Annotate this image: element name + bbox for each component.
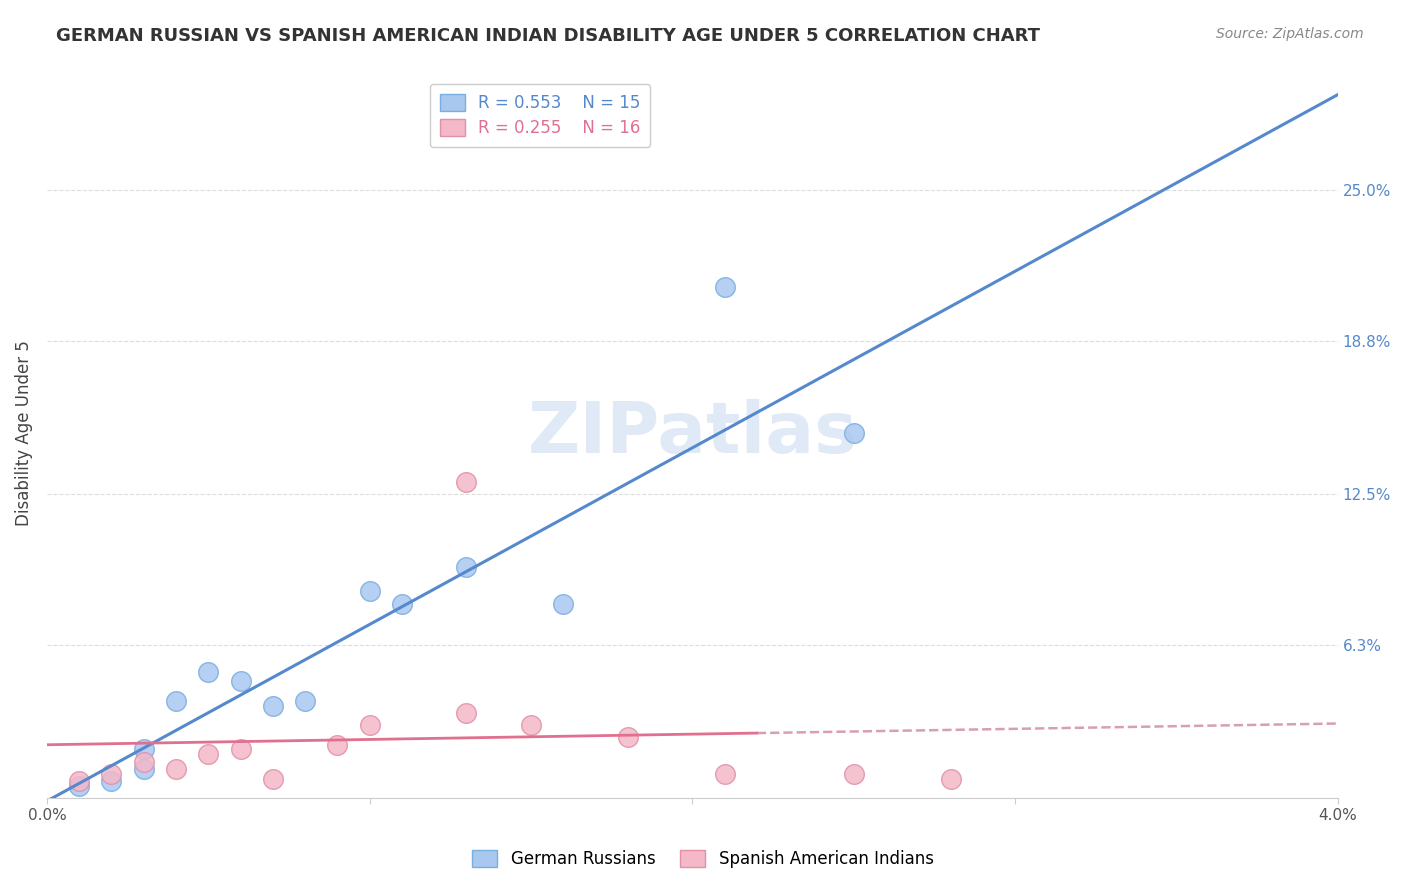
Point <box>100 766 122 780</box>
Point <box>456 706 478 720</box>
Point <box>197 665 219 679</box>
Legend: German Russians, Spanish American Indians: German Russians, Spanish American Indian… <box>465 843 941 875</box>
Point <box>165 762 187 776</box>
Point <box>456 560 478 574</box>
Point <box>553 597 575 611</box>
Text: ZIPatlas: ZIPatlas <box>527 399 858 467</box>
Point <box>294 694 316 708</box>
Point <box>520 718 543 732</box>
Point <box>713 280 735 294</box>
Point <box>842 766 865 780</box>
Point <box>67 779 90 793</box>
Point <box>229 742 252 756</box>
Point <box>197 747 219 762</box>
Point <box>456 475 478 489</box>
Point <box>132 742 155 756</box>
Point <box>165 694 187 708</box>
Text: Source: ZipAtlas.com: Source: ZipAtlas.com <box>1216 27 1364 41</box>
Legend: R = 0.553    N = 15, R = 0.255    N = 16: R = 0.553 N = 15, R = 0.255 N = 16 <box>430 84 651 147</box>
Point <box>617 731 640 745</box>
Point <box>132 755 155 769</box>
Point <box>67 774 90 789</box>
Point <box>939 772 962 786</box>
Point <box>359 718 381 732</box>
Point <box>391 597 413 611</box>
Point <box>842 426 865 441</box>
Point <box>100 774 122 789</box>
Y-axis label: Disability Age Under 5: Disability Age Under 5 <box>15 341 32 526</box>
Point <box>132 762 155 776</box>
Point <box>713 766 735 780</box>
Point <box>326 738 349 752</box>
Point <box>359 584 381 599</box>
Point <box>229 674 252 689</box>
Point <box>262 772 284 786</box>
Text: GERMAN RUSSIAN VS SPANISH AMERICAN INDIAN DISABILITY AGE UNDER 5 CORRELATION CHA: GERMAN RUSSIAN VS SPANISH AMERICAN INDIA… <box>56 27 1040 45</box>
Point <box>262 698 284 713</box>
